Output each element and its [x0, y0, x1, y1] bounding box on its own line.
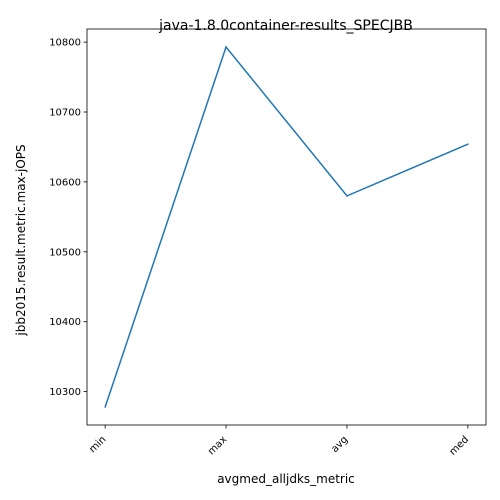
series-line — [104, 45, 469, 408]
data-point — [225, 46, 227, 48]
y-axis-label: jbb2015.result.metric.max-jOPS — [14, 144, 28, 336]
chart-title: java-1.8.0container-results_SPECJBB — [158, 18, 413, 34]
y-tick-label: 10600 — [49, 177, 81, 188]
plot-frame — [86, 28, 487, 426]
plot-area: 10300 10400 10500 10600 10700 10800 min max avg m… — [49, 28, 487, 458]
x-tick-label: max — [206, 434, 229, 457]
data-point — [467, 143, 469, 145]
x-axis-label: avgmed_alljdks_metric — [217, 472, 355, 486]
x-tick-label: min — [87, 434, 108, 455]
y-tick-label: 10800 — [49, 38, 81, 49]
y-tick-label: 10700 — [49, 108, 81, 119]
y-tick-label: 10300 — [49, 387, 81, 398]
x-tick-label: avg — [329, 434, 350, 455]
data-point — [104, 406, 106, 408]
y-tick-label: 10500 — [49, 247, 81, 258]
data-point — [346, 195, 348, 197]
x-tick-label: med — [448, 434, 472, 458]
y-tick-label: 10400 — [49, 317, 81, 328]
